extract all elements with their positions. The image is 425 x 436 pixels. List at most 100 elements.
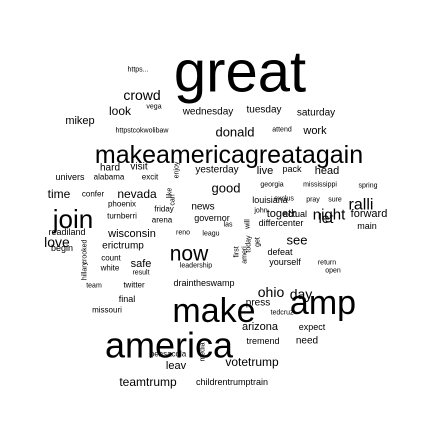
cloud-word: excit [142, 173, 159, 182]
cloud-word: phoenix [108, 200, 136, 209]
cloud-word: get [255, 237, 262, 247]
cloud-word: saturday [297, 108, 335, 119]
cloud-word: visit [130, 162, 147, 173]
cloud-word: nevada [117, 187, 157, 201]
cloud-word: readiland [48, 227, 85, 237]
cloud-word: actual [283, 209, 307, 219]
cloud-word: twitter [123, 281, 145, 290]
cloud-word: childrentrumptrain [196, 377, 268, 387]
cloud-word: arena [152, 216, 173, 225]
cloud-word: donald [215, 125, 254, 140]
cloud-word: pensacola [150, 350, 187, 359]
cloud-word: confer [82, 190, 105, 199]
cloud-word: pack [282, 164, 302, 174]
cloud-word: ohio [258, 284, 285, 300]
cloud-word: america [105, 325, 234, 366]
cloud-word: team [86, 283, 102, 290]
cloud-word: missouri [92, 306, 122, 315]
cloud-word: mikep [65, 115, 94, 127]
cloud-word: friday [154, 205, 174, 214]
cloud-word: defeat [267, 247, 293, 257]
cloud-word: return [318, 260, 336, 267]
cloud-word: georgia [260, 182, 283, 189]
cloud-word: open [325, 268, 341, 275]
cloud-word: yourself [269, 257, 301, 267]
cloud-word: exclus [274, 196, 294, 203]
cloud-word: attend [272, 127, 292, 134]
cloud-word: will [245, 219, 252, 230]
cloud-word: hillary [82, 261, 89, 280]
cloud-word: draintheswamp [173, 278, 234, 288]
cloud-word: crowd [123, 87, 160, 103]
cloud-word: reno [176, 230, 190, 237]
cloud-word: ralli [349, 197, 374, 214]
cloud-word: httpstcokwolibaw [116, 128, 170, 135]
cloud-word: can [170, 194, 177, 205]
cloud-word: governor [194, 213, 230, 223]
cloud-word: mississippi [303, 182, 337, 189]
cloud-word: amp [290, 284, 356, 322]
cloud-word: press [246, 298, 270, 309]
cloud-word: white [100, 264, 120, 273]
cloud-word: need [296, 336, 318, 347]
cloud-word: main [357, 221, 377, 231]
cloud-word: today [246, 235, 253, 253]
cloud-word: vega [146, 104, 161, 111]
cloud-word: make [172, 292, 255, 330]
cloud-word: leadership [180, 263, 212, 270]
cloud-word: teamtrump [119, 375, 177, 389]
cloud-word: join [52, 204, 93, 234]
cloud-word: love [44, 234, 70, 250]
cloud-word: wisconsin [107, 228, 156, 240]
cloud-word: count [101, 254, 121, 263]
cloud-word: great [174, 40, 306, 105]
cloud-word: time [48, 187, 71, 201]
cloud-word: enjoy [174, 161, 181, 178]
cloud-word: now [170, 243, 209, 266]
cloud-word: day [290, 286, 313, 302]
cloud-word: differcenter [259, 218, 304, 228]
cloud-word: erictrump [102, 241, 144, 252]
cloud-word: makeamericagreatagain [95, 141, 363, 169]
cloud-word: tedcruz [271, 310, 294, 317]
cloud-word: sure [328, 197, 342, 204]
cloud-word: ameri [242, 246, 249, 264]
cloud-word: first [234, 246, 241, 257]
cloud-word: begin [51, 243, 73, 253]
cloud-word: leav [166, 360, 187, 372]
cloud-word: yesterday [195, 165, 238, 176]
cloud-word: final [119, 294, 136, 304]
cloud-word: univers [55, 172, 85, 182]
cloud-word: arizona [242, 321, 279, 333]
cloud-word: votetrump [225, 355, 279, 369]
cloud-word: good [212, 181, 241, 196]
cloud-word: see [287, 233, 308, 248]
cloud-word: expect [299, 322, 326, 332]
cloud-word: turnberri [107, 212, 137, 221]
cloud-word: safe [131, 258, 152, 270]
cloud-word: leagu [202, 231, 219, 238]
cloud-word: live [257, 165, 274, 177]
cloud-word: let [319, 210, 334, 226]
cloud-word: togeth [267, 208, 298, 220]
cloud-word: las [224, 222, 233, 229]
cloud-word: hard [100, 163, 120, 174]
cloud-word: look [109, 104, 132, 118]
cloud-word: news [191, 202, 214, 213]
cloud-word: head [315, 165, 339, 177]
cloud-word: https... [127, 67, 148, 74]
cloud-word: media [200, 342, 207, 361]
cloud-word: alabama [94, 173, 125, 182]
cloud-word: tuesday [246, 105, 281, 116]
cloud-word: wednesday [182, 107, 234, 118]
cloud-word: pray [306, 197, 320, 204]
cloud-word: spring [358, 183, 377, 190]
cloud-word: forward [351, 208, 388, 220]
cloud-word: tremend [246, 336, 279, 346]
cloud-word: result [132, 270, 149, 277]
cloud-word: crooked [82, 239, 89, 264]
cloud-word: work [302, 125, 327, 137]
cloud-word: like [167, 188, 174, 199]
cloud-word: louisiana [252, 195, 288, 205]
